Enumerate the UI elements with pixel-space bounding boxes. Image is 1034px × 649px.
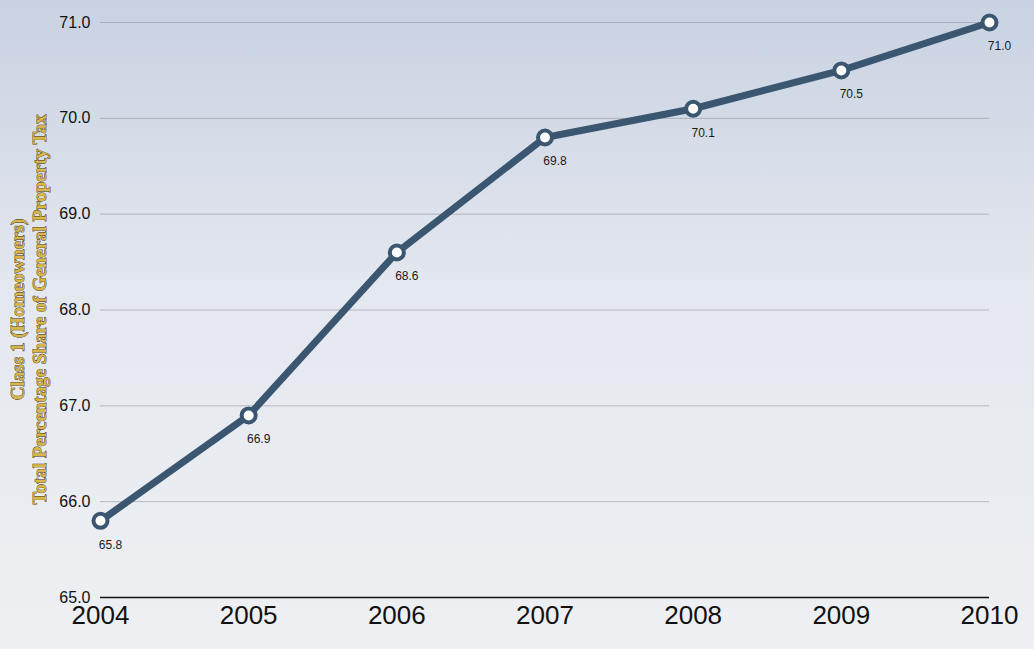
svg-text:2008: 2008 [664,600,722,630]
svg-text:2004: 2004 [71,600,130,630]
svg-text:2005: 2005 [220,600,278,630]
svg-text:Class 1 (Homeowners): Class 1 (Homeowners) [7,219,29,401]
svg-text:66.0: 66.0 [59,493,90,510]
svg-text:70.0: 70.0 [59,109,90,126]
svg-text:66.9: 66.9 [247,432,271,446]
svg-text:67.0: 67.0 [59,397,90,414]
svg-text:2006: 2006 [368,600,426,630]
svg-text:70.1: 70.1 [691,126,715,140]
svg-text:69.8: 69.8 [543,154,567,168]
svg-text:2010: 2010 [961,600,1019,630]
svg-text:71.0: 71.0 [988,39,1012,53]
svg-text:2007: 2007 [516,600,574,630]
svg-text:2009: 2009 [812,600,870,630]
svg-text:65.0: 65.0 [59,589,90,606]
svg-text:65.8: 65.8 [99,538,123,552]
svg-text:70.5: 70.5 [840,87,864,101]
svg-text:68.0: 68.0 [59,301,90,318]
svg-text:69.0: 69.0 [59,205,90,222]
svg-text:Total Percentage Share of Gene: Total Percentage Share of General Proper… [29,114,50,504]
svg-text:71.0: 71.0 [59,14,90,31]
svg-text:68.6: 68.6 [395,269,419,283]
